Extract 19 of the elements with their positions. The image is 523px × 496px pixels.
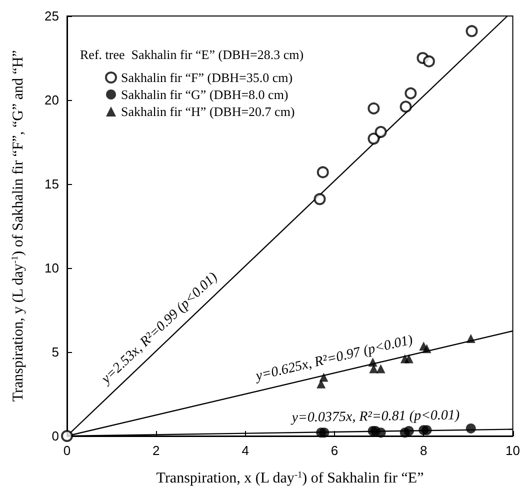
y-tick-label: 0: [52, 428, 59, 444]
legend-label: Sakhalin fir “G” (DBH=8.0 cm): [121, 87, 288, 102]
legend-label: Sakhalin fir “H” (DBH=20.7 cm): [121, 104, 295, 119]
annotation: y=0.0375x, R²=0.81 (p<0.01): [290, 408, 460, 426]
x-tick-label: 2: [152, 443, 160, 458]
legend-title: Ref. tree Sakhalin fir “E” (DBH=28.3 cm): [80, 47, 304, 62]
x-tick-label: 4: [242, 443, 249, 458]
x-tick-label: 0: [63, 443, 71, 458]
y-tick-label: 20: [44, 92, 59, 108]
legend-label: Sakhalin fir “F” (DBH=35.0 cm): [121, 70, 293, 85]
x-tick-label: 6: [330, 443, 338, 458]
y-tick-label: 25: [44, 8, 59, 24]
x-tick-label: 8: [420, 443, 428, 458]
y-tick-label: 15: [44, 176, 59, 192]
y-tick-label: 5: [52, 344, 59, 360]
y-tick-label: 10: [44, 260, 59, 276]
y-axis-title: Transpiration, y (L day-1) of Sakhalin fir “F”, “G” and “H”: [10, 50, 26, 402]
x-tick-label: 10: [506, 443, 520, 458]
annotation: y=0.625x, R²=0.97 (p<0.01): [252, 332, 415, 385]
